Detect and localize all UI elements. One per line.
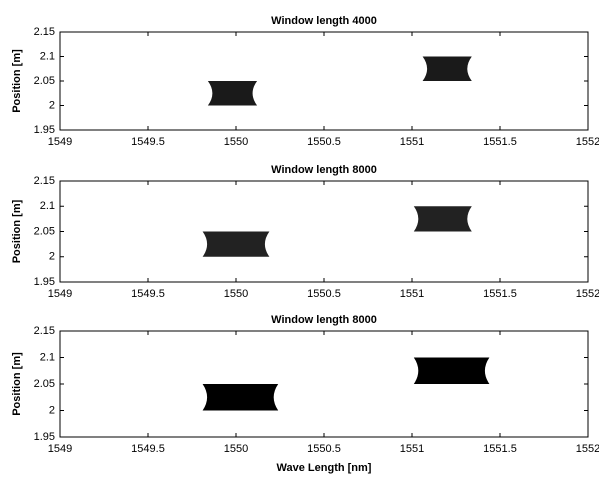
signal-blob xyxy=(202,384,279,411)
x-tick-label: 1552 xyxy=(576,443,599,455)
x-axis-label: Wave Length [nm] xyxy=(277,462,372,474)
chart-title: Window length 8000 xyxy=(271,164,377,176)
y-tick-label: 1.95 xyxy=(34,124,55,136)
x-tick-label: 1549.5 xyxy=(131,443,165,455)
y-tick-label: 2 xyxy=(49,404,55,416)
y-tick-label: 2.1 xyxy=(40,50,55,62)
plot-area xyxy=(59,31,589,131)
y-tick-label: 1.95 xyxy=(34,431,55,443)
x-tick-label: 1551 xyxy=(400,443,424,455)
x-tick-label: 1552 xyxy=(576,288,599,300)
y-tick-label: 2.05 xyxy=(34,378,55,390)
y-tick-label: 2.15 xyxy=(34,26,55,38)
signal-blob xyxy=(422,56,472,81)
x-tick-label: 1549.5 xyxy=(131,288,165,300)
y-tick-label: 2.05 xyxy=(34,225,55,237)
y-tick-label: 2.15 xyxy=(34,325,55,337)
y-tick-label: 2.15 xyxy=(34,175,55,187)
x-tick-label: 1552 xyxy=(576,136,599,148)
x-tick-label: 1551.5 xyxy=(483,136,517,148)
chart-title: Window length 8000 xyxy=(271,314,377,326)
plot-area xyxy=(59,180,589,283)
y-tick-label: 2.1 xyxy=(40,200,55,212)
x-tick-label: 1549 xyxy=(48,443,72,455)
x-tick-label: 1549 xyxy=(48,288,72,300)
x-tick-label: 1550.5 xyxy=(307,288,341,300)
chart-title: Window length 4000 xyxy=(271,15,377,27)
y-tick-label: 2 xyxy=(49,99,55,111)
x-tick-label: 1550.5 xyxy=(307,443,341,455)
x-tick-label: 1549 xyxy=(48,136,72,148)
x-tick-label: 1549.5 xyxy=(131,136,165,148)
y-tick-label: 1.95 xyxy=(34,276,55,288)
x-tick-label: 1550 xyxy=(224,136,248,148)
y-axis-label: Position [m] xyxy=(11,199,23,263)
x-tick-label: 1550.5 xyxy=(307,136,341,148)
plot-area xyxy=(59,330,589,438)
y-tick-label: 2.1 xyxy=(40,351,55,363)
x-tick-label: 1551.5 xyxy=(483,288,517,300)
x-tick-label: 1551.5 xyxy=(483,443,517,455)
y-tick-label: 2.05 xyxy=(34,75,55,87)
y-tick-label: 2 xyxy=(49,251,55,263)
x-tick-label: 1550 xyxy=(224,443,248,455)
signal-blob xyxy=(202,231,270,257)
y-axis-label: Position [m] xyxy=(11,352,23,416)
signal-blob xyxy=(413,357,490,384)
signal-blob xyxy=(207,81,258,106)
x-tick-label: 1551 xyxy=(400,136,424,148)
signal-blob xyxy=(413,206,472,232)
y-axis-label: Position [m] xyxy=(11,49,23,113)
x-tick-label: 1551 xyxy=(400,288,424,300)
x-tick-label: 1550 xyxy=(224,288,248,300)
